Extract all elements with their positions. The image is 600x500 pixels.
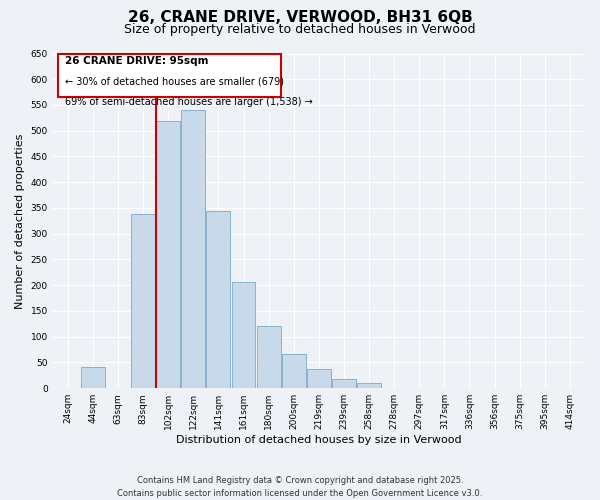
Bar [357,382,381,388]
Y-axis label: Number of detached properties: Number of detached properties [15,133,25,308]
Bar [232,282,256,388]
Bar [131,214,155,388]
Bar [206,210,230,388]
Bar [307,368,331,388]
X-axis label: Distribution of detached houses by size in Verwood: Distribution of detached houses by size … [176,435,461,445]
Text: Size of property relative to detached houses in Verwood: Size of property relative to detached ho… [124,22,476,36]
Bar [81,367,105,388]
Text: ← 30% of detached houses are smaller (679): ← 30% of detached houses are smaller (67… [65,77,284,87]
Text: Contains HM Land Registry data © Crown copyright and database right 2025.
Contai: Contains HM Land Registry data © Crown c… [118,476,482,498]
Bar [332,379,356,388]
Text: 26 CRANE DRIVE: 95sqm: 26 CRANE DRIVE: 95sqm [65,56,208,66]
Text: 69% of semi-detached houses are larger (1,538) →: 69% of semi-detached houses are larger (… [65,97,313,107]
Bar [282,354,305,388]
Bar [257,326,281,388]
Bar [156,121,180,388]
Bar [181,110,205,388]
Text: 26, CRANE DRIVE, VERWOOD, BH31 6QB: 26, CRANE DRIVE, VERWOOD, BH31 6QB [128,10,472,25]
